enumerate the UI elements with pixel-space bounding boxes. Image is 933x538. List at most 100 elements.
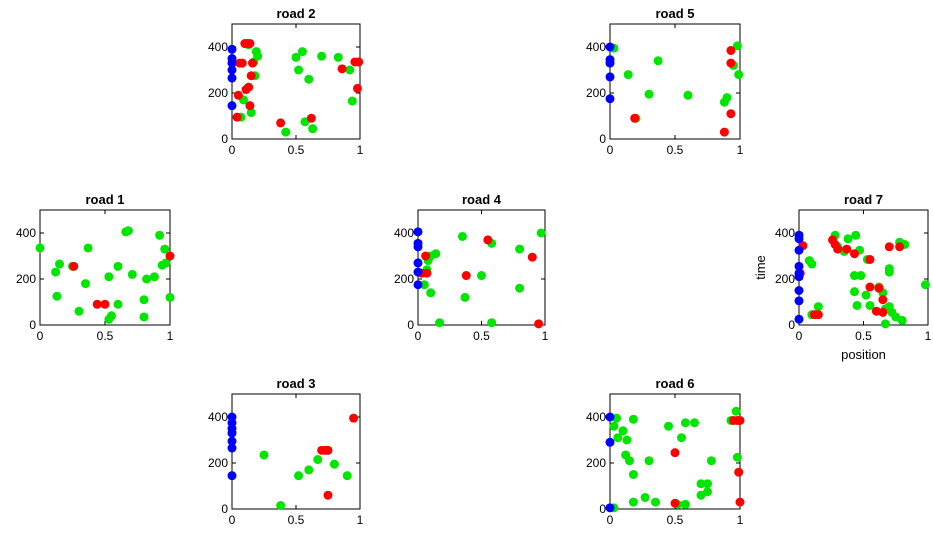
data-point-red	[246, 71, 256, 81]
data-point-green	[813, 302, 823, 312]
data-point-green	[329, 459, 339, 469]
subplot-road-1: road 1 0 0.5 1 0 200 400	[16, 192, 175, 343]
y-tick-label: 200	[16, 272, 36, 286]
data-point-blue	[227, 58, 237, 68]
x-axis-label: position	[841, 347, 886, 362]
data-point-blue	[227, 428, 237, 438]
data-point-red	[306, 113, 316, 123]
data-point-blue	[605, 72, 615, 82]
x-tick-label: 0.5	[667, 513, 684, 527]
y-tick-label: 400	[775, 226, 795, 240]
x-tick-label: 1	[925, 329, 932, 343]
data-point-green	[419, 280, 429, 290]
data-point-red	[352, 83, 362, 93]
data-point-red	[813, 310, 823, 320]
data-point-green	[731, 406, 741, 416]
data-point-red	[735, 415, 745, 425]
data-point-red	[245, 39, 255, 49]
data-point-green	[856, 271, 866, 281]
data-point-red	[276, 118, 286, 128]
y-tick-label: 200	[208, 456, 228, 470]
data-point-green	[651, 497, 660, 507]
y-tick-label: 0	[29, 318, 36, 332]
data-point-green	[304, 74, 314, 84]
data-point-green	[487, 318, 497, 328]
data-point-green	[644, 456, 654, 466]
data-point-red	[349, 413, 359, 423]
subplot-road-3: road 3 0 0.5 1 0 200 400	[208, 376, 364, 527]
y-tick-label: 200	[394, 272, 414, 286]
data-point-green	[345, 65, 355, 75]
data-point-blue	[413, 242, 423, 252]
data-point-green	[113, 261, 123, 271]
subplot-road-6: road 6 0 0.5 1 0 200 400	[586, 376, 745, 527]
y-tick-label: 400	[16, 226, 36, 240]
y-tick-label: 0	[221, 132, 228, 146]
data-point-green	[477, 271, 486, 281]
data-point-blue	[794, 296, 804, 306]
x-tick-label: 0	[229, 513, 236, 527]
data-point-green	[157, 260, 167, 270]
x-tick-label: 0.5	[97, 329, 114, 343]
x-tick-label: 0	[37, 329, 44, 343]
data-point-red	[527, 252, 537, 262]
data-point-green	[609, 421, 619, 431]
data-point-blue	[794, 314, 804, 324]
data-point-green	[621, 450, 631, 460]
data-point-green	[160, 244, 170, 254]
data-point-green	[313, 455, 323, 465]
data-point-green	[460, 292, 470, 302]
data-point-blue	[227, 65, 237, 75]
y-tick-label: 200	[586, 456, 606, 470]
data-point-red	[874, 283, 884, 293]
data-point-red	[726, 58, 736, 68]
data-point-green	[880, 319, 890, 329]
data-point-green	[81, 279, 90, 289]
data-point-red	[92, 299, 102, 309]
data-point-red	[323, 445, 333, 455]
data-point-green	[276, 501, 286, 511]
data-point-blue	[605, 412, 615, 422]
data-point-green	[304, 465, 314, 475]
data-point-green	[696, 479, 706, 489]
data-point-green	[897, 315, 907, 325]
data-point-red	[895, 242, 905, 252]
data-point-green	[155, 230, 165, 240]
data-point-red	[245, 101, 255, 111]
data-point-green	[347, 96, 357, 106]
data-point-green	[435, 318, 445, 328]
data-point-green	[683, 90, 693, 100]
data-point-green	[246, 108, 256, 118]
data-point-green	[644, 89, 654, 99]
data-point-blue	[227, 443, 237, 453]
data-point-green	[536, 228, 546, 238]
data-point-green	[123, 226, 133, 236]
data-point-green	[342, 471, 352, 481]
data-point-red	[165, 251, 175, 261]
data-point-blue	[794, 286, 804, 295]
data-point-green	[74, 306, 84, 316]
data-point-red	[726, 45, 736, 55]
data-point-red	[884, 242, 894, 252]
data-point-blue	[794, 234, 804, 244]
y-tick-label: 400	[208, 410, 228, 424]
chart-title: road 6	[655, 376, 694, 391]
y-tick-label: 0	[221, 502, 228, 516]
x-tick-label: 1	[737, 513, 744, 527]
data-point-green	[291, 52, 301, 62]
data-point-green	[139, 295, 149, 305]
data-point-green	[628, 470, 638, 479]
data-point-green	[732, 452, 742, 462]
data-point-red	[354, 57, 364, 67]
data-point-green	[297, 47, 307, 57]
data-point-red	[247, 58, 257, 68]
x-tick-label: 0	[607, 513, 614, 527]
data-point-blue	[413, 280, 423, 290]
data-point-green	[653, 56, 663, 66]
data-point-green	[281, 127, 291, 137]
x-tick-label: 0.5	[288, 143, 305, 157]
data-point-blue	[227, 436, 237, 446]
x-tick-label: 1	[542, 329, 549, 343]
data-point-red	[461, 271, 471, 281]
data-point-green	[613, 433, 623, 443]
